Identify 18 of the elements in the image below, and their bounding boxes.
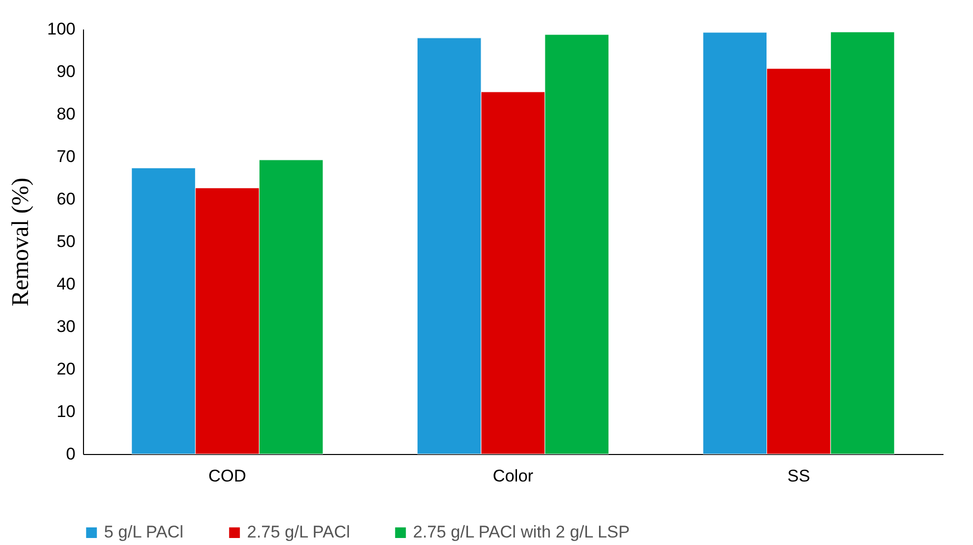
- x-tick-label: SS: [787, 466, 810, 486]
- y-tick-label: 50: [56, 232, 76, 251]
- y-axis-title: Removal (%): [8, 178, 34, 306]
- y-tick-label: 60: [56, 190, 76, 208]
- y-tick-label: 80: [56, 104, 76, 124]
- y-tick-label: 40: [56, 274, 76, 294]
- legend-label: 5 g/L PACl: [104, 522, 184, 542]
- y-tick-label: 10: [56, 402, 76, 421]
- y-tick-label: 90: [56, 62, 76, 81]
- x-tick-label: Color: [492, 466, 534, 486]
- y-tick-label: 70: [56, 147, 76, 166]
- y-tick-label: 30: [56, 317, 76, 336]
- y-tick-label: 0: [66, 444, 76, 464]
- legend-label: 2.75 g/L PACl: [247, 522, 350, 542]
- legend-label: 2.75 g/L PACl with 2 g/L LSP: [413, 522, 630, 542]
- x-tick-label: COD: [208, 466, 246, 486]
- y-tick-label: 20: [56, 360, 76, 378]
- y-tick-label: 100: [47, 20, 76, 38]
